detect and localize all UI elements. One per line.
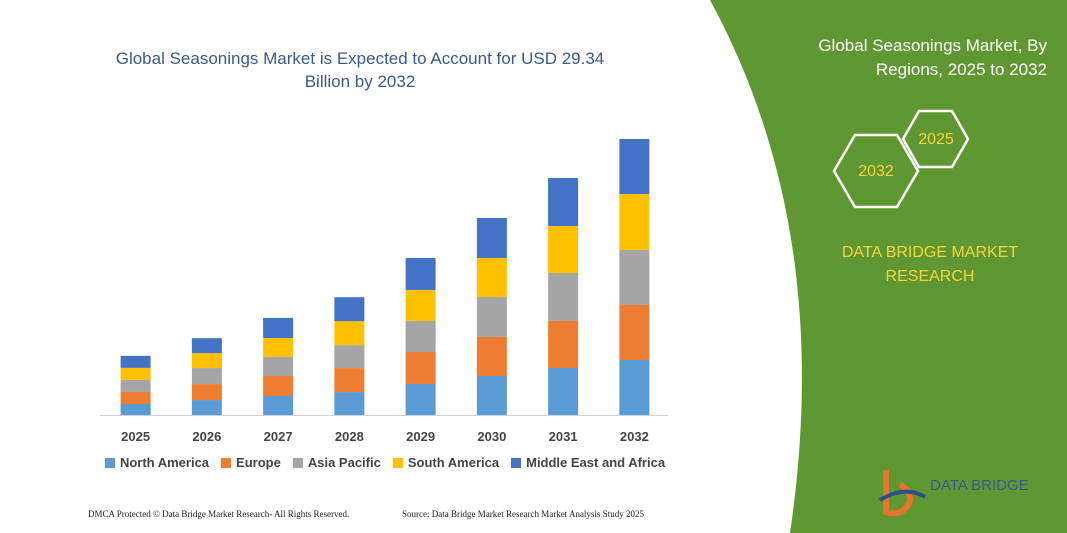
bar-segment: [405, 383, 436, 415]
x-tick-label: 2031: [549, 429, 578, 444]
copyright: DMCA Protected © Data Bridge Market Rese…: [88, 509, 350, 519]
x-tick-label: 2025: [121, 429, 150, 444]
bar-segment: [405, 257, 436, 290]
x-tick-label: 2032: [620, 429, 649, 444]
bar-segment: [120, 367, 151, 380]
bar-segment: [191, 353, 222, 369]
legend-item: Europe: [221, 455, 281, 470]
hexagon: [901, 109, 970, 169]
bar-segment: [334, 345, 365, 369]
hex-label: 2025: [918, 131, 954, 148]
bar-segment: [476, 257, 507, 297]
bar-segment: [548, 367, 579, 415]
legend-swatch: [392, 457, 403, 468]
bar-segment: [334, 392, 365, 415]
bar-segment: [548, 178, 579, 226]
bar-segment: [334, 321, 365, 346]
brand-text: DATA BRIDGE MARKET RESEARCH: [841, 244, 1019, 285]
bar-segment: [619, 359, 650, 415]
bar-segment: [263, 317, 294, 338]
bar-segment: [476, 336, 507, 376]
source: Source: Data Bridge Market Research Mark…: [402, 509, 644, 519]
green-panel: [710, 0, 1067, 533]
x-tick-label: 2030: [477, 429, 506, 444]
x-tick-label: 2026: [192, 429, 221, 444]
bar-segment: [120, 379, 151, 392]
legend-label: Middle East and Africa: [526, 455, 666, 470]
bar-segment: [120, 391, 151, 404]
bar-segment: [476, 375, 507, 415]
bar-segment: [619, 139, 650, 195]
bar-segment: [120, 355, 151, 368]
bar-segment: [120, 403, 151, 415]
bar-segment: [476, 296, 507, 337]
bar-segment: [548, 320, 579, 368]
legend-swatch: [221, 457, 232, 468]
bar-segment: [619, 304, 650, 360]
hex-label: 2032: [858, 163, 894, 180]
x-tick-label: 2028: [335, 429, 364, 444]
bar-segment: [334, 297, 365, 322]
bar-segment: [191, 400, 222, 415]
bar-segment: [405, 289, 436, 321]
bar-segment: [263, 396, 294, 415]
bar-segment: [548, 225, 579, 274]
x-tick-label: 2029: [406, 429, 435, 444]
bar-segment: [619, 194, 650, 250]
legend-item: North America: [104, 455, 210, 470]
bar-segment: [619, 249, 650, 305]
x-tick-label: 2027: [264, 429, 293, 444]
bar-segment: [263, 375, 294, 397]
bar-segment: [191, 384, 222, 401]
bar-segment: [191, 368, 222, 385]
legend-label: Europe: [236, 455, 281, 470]
logo-mark: [883, 470, 913, 517]
bar-segment: [476, 217, 507, 258]
bar-segment: [263, 337, 294, 357]
bar-segment: [405, 320, 436, 352]
legend-label: Asia Pacific: [307, 455, 381, 470]
legend-label: South America: [407, 455, 500, 470]
logo-mark: [878, 489, 927, 502]
legend: North America Europe Asia Pacific South Ame…: [90, 455, 680, 470]
chart-title: Global Seasonings Market is Expected to …: [115, 49, 605, 91]
legend-swatch: [104, 457, 115, 468]
bar-segment: [548, 273, 579, 321]
panel-title: Global Seasonings Market, By Regions, 20…: [818, 36, 1047, 79]
legend-swatch: [511, 457, 522, 468]
legend-item: South America: [392, 455, 500, 470]
hexagon: [832, 133, 920, 209]
legend-swatch: [292, 457, 303, 468]
legend-item: Asia Pacific: [292, 455, 381, 470]
bar-segment: [263, 356, 294, 376]
bar-segment: [405, 351, 436, 384]
legend-item: Middle East and Africa: [511, 455, 665, 470]
logo-text: DATA BRIDGE: [930, 477, 1029, 494]
bar-segment: [191, 338, 222, 354]
legend-label: North America: [119, 455, 210, 470]
bar-segment: [334, 368, 365, 393]
